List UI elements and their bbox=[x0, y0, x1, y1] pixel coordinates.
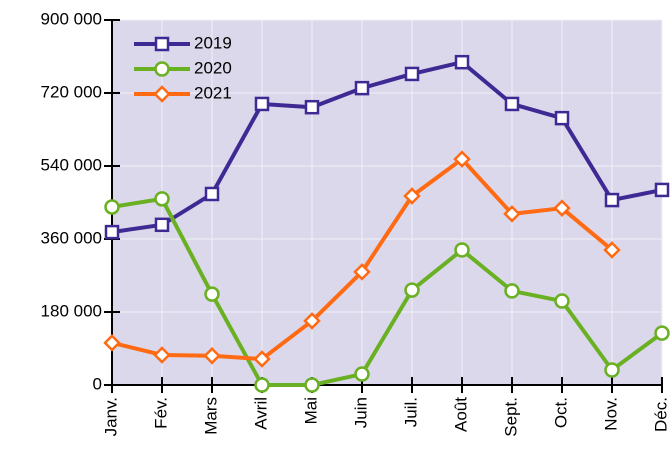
legend-marker bbox=[154, 36, 170, 52]
data-point bbox=[354, 80, 370, 96]
x-tick-label: Août bbox=[451, 397, 470, 432]
x-tick-label: Déc. bbox=[651, 397, 670, 432]
y-tick-label: 0 bbox=[93, 374, 102, 393]
legend-label: 2021 bbox=[194, 83, 232, 102]
data-point bbox=[254, 377, 270, 393]
data-point bbox=[254, 96, 270, 112]
data-point bbox=[103, 334, 121, 352]
data-point bbox=[503, 205, 521, 223]
y-tick-label: 540 000 bbox=[41, 155, 102, 174]
y-tick-label: 900 000 bbox=[41, 9, 102, 28]
legend-label: 2020 bbox=[194, 58, 232, 77]
data-point bbox=[304, 99, 320, 115]
data-point bbox=[154, 217, 170, 233]
x-tick-label: Mai bbox=[301, 397, 320, 424]
data-point bbox=[353, 263, 371, 281]
data-point bbox=[504, 96, 520, 112]
data-point bbox=[604, 362, 620, 378]
data-point bbox=[403, 187, 421, 205]
y-tick-label: 180 000 bbox=[41, 301, 102, 320]
data-point bbox=[203, 347, 221, 365]
data-point bbox=[404, 282, 420, 298]
series-line bbox=[111, 60, 663, 235]
x-tick-label: Mars bbox=[201, 397, 220, 435]
data-point bbox=[304, 377, 320, 393]
data-point bbox=[453, 150, 471, 168]
data-point bbox=[454, 242, 470, 258]
data-point bbox=[354, 366, 370, 382]
data-point bbox=[554, 110, 570, 126]
x-tick-label: Juin bbox=[351, 397, 370, 428]
data-point bbox=[104, 199, 120, 215]
data-point bbox=[554, 293, 570, 309]
data-point bbox=[454, 54, 470, 70]
x-tick-label: Nov. bbox=[601, 397, 620, 431]
x-tick-label: Janv. bbox=[101, 397, 120, 436]
data-point bbox=[603, 241, 621, 259]
data-point bbox=[404, 66, 420, 82]
data-point bbox=[303, 312, 321, 330]
legend-marker bbox=[154, 61, 170, 77]
legend-label: 2019 bbox=[194, 33, 232, 52]
data-point bbox=[104, 224, 120, 240]
data-point bbox=[153, 346, 171, 364]
series-line bbox=[111, 196, 664, 387]
data-point bbox=[504, 283, 520, 299]
x-tick-label: Avril bbox=[251, 397, 270, 430]
x-tick-label: Oct. bbox=[551, 397, 570, 428]
data-point bbox=[604, 192, 620, 208]
data-point bbox=[253, 350, 271, 368]
x-tick-label: Juil. bbox=[401, 397, 420, 427]
data-point bbox=[553, 199, 571, 217]
data-point bbox=[654, 325, 670, 341]
y-tick-label: 360 000 bbox=[41, 228, 102, 247]
data-point bbox=[204, 286, 220, 302]
legend-marker bbox=[153, 85, 171, 103]
data-point bbox=[204, 186, 220, 202]
data-point bbox=[654, 182, 670, 198]
x-tick-label: Fév. bbox=[151, 397, 170, 429]
y-tick-label: 720 000 bbox=[41, 82, 102, 101]
x-tick-label: Sept. bbox=[501, 397, 520, 437]
data-point bbox=[154, 191, 170, 207]
